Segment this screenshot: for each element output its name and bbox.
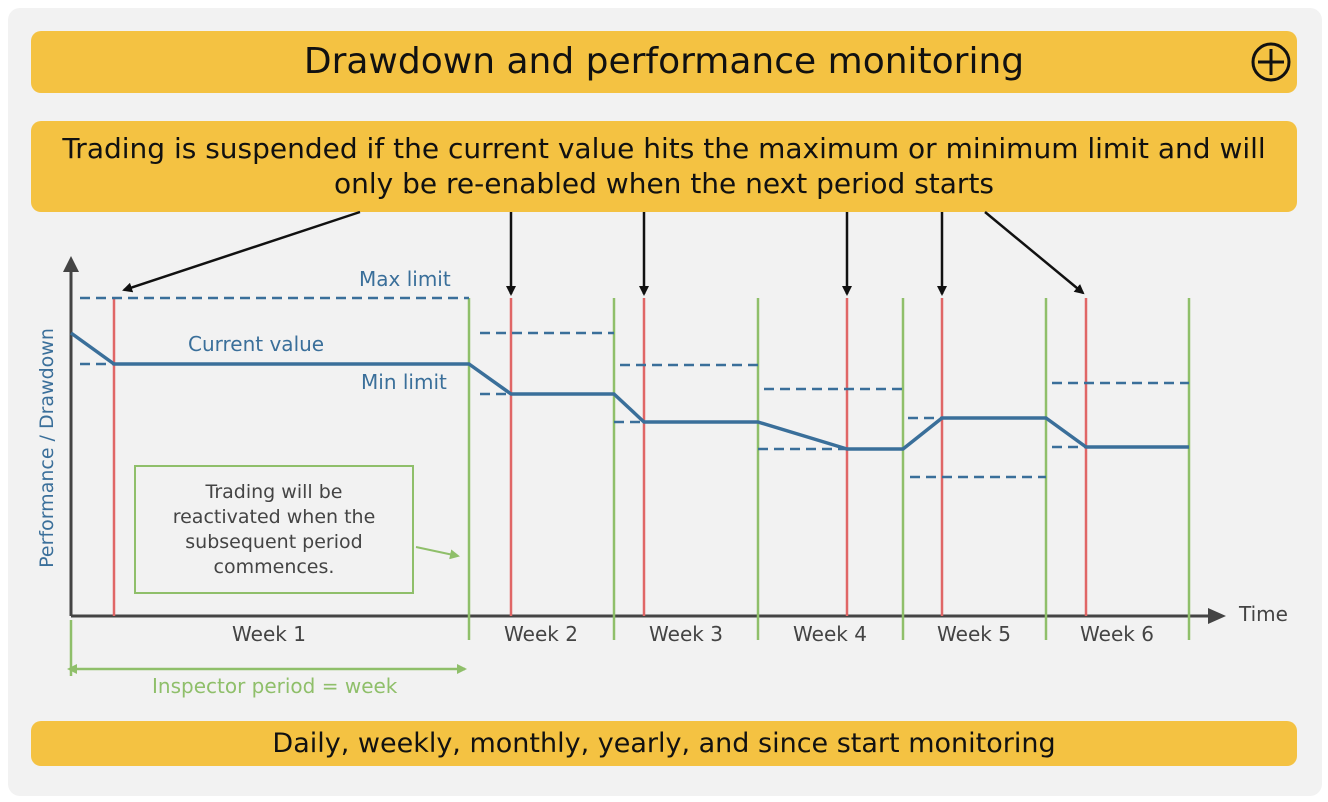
reactivation-note-text: Trading will be reactivated when the sub…	[172, 480, 376, 578]
arrow	[122, 210, 361, 293]
reactivation-note: Trading will be reactivated when the sub…	[134, 465, 414, 594]
x-axis-arrowhead	[1208, 608, 1226, 624]
footer-banner: Daily, weekly, monthly, yearly, and sinc…	[31, 721, 1297, 766]
week-label: Week 5	[937, 622, 1011, 646]
y-axis-label: Performance / Drawdown	[36, 328, 58, 568]
y-axis-arrowhead	[63, 256, 79, 272]
suspension-markers	[112, 298, 1088, 616]
week-label: Week 2	[504, 622, 578, 646]
suspension-info-banner: Trading is suspended if the current valu…	[31, 121, 1297, 212]
title-banner: Drawdown and performance monitoring	[31, 31, 1297, 93]
arrow	[984, 211, 1085, 295]
week-label: Week 4	[793, 622, 867, 646]
week-label: Week 6	[1080, 622, 1154, 646]
inspector-period-label: Inspector period = week	[152, 674, 398, 698]
note-pointer-arrow	[415, 546, 460, 560]
axes	[63, 256, 1226, 624]
max-limit-label: Max limit	[359, 267, 451, 291]
page-title: Drawdown and performance monitoring	[303, 41, 1025, 82]
suspension-arrows	[122, 210, 1085, 296]
plus-circle-icon[interactable]	[1251, 42, 1291, 82]
period-boundaries	[69, 298, 1191, 676]
week-label: Week 3	[649, 622, 723, 646]
week-label: Week 1	[232, 622, 306, 646]
footer-text: Daily, weekly, monthly, yearly, and sinc…	[272, 728, 1056, 759]
current-value-line	[69, 331, 1189, 451]
limit-lines	[80, 296, 1189, 479]
x-axis-label: Time	[1239, 602, 1288, 626]
min-limit-label: Min limit	[361, 370, 447, 394]
suspension-info-text: Trading is suspended if the current valu…	[62, 132, 1266, 200]
current-value-label: Current value	[188, 332, 325, 356]
